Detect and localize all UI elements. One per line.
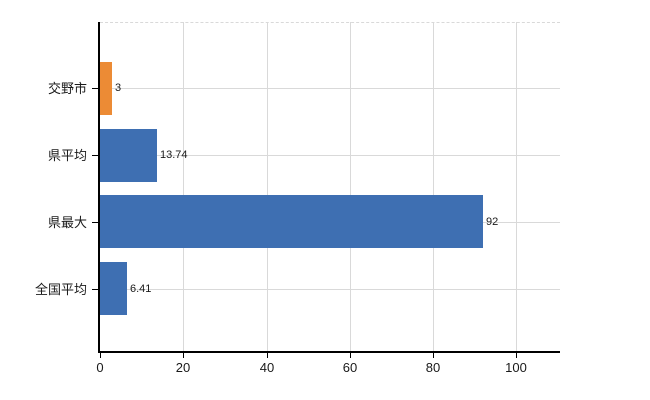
bar-value-label: 13.74 bbox=[160, 149, 188, 161]
category-label: 全国平均 bbox=[34, 282, 87, 297]
x-tick-label: 0 bbox=[96, 360, 104, 375]
x-tick-mark bbox=[100, 353, 101, 358]
category-label: 交野市 bbox=[47, 81, 87, 96]
y-tick-mark bbox=[92, 289, 98, 290]
gridline-horizontal bbox=[100, 88, 560, 89]
x-tick-label: 100 bbox=[505, 360, 527, 375]
y-tick-mark bbox=[92, 88, 98, 89]
y-tick-mark bbox=[92, 155, 98, 156]
x-tick-label: 20 bbox=[175, 360, 191, 375]
gridline-vertical bbox=[516, 22, 518, 352]
gridline-vertical bbox=[433, 22, 435, 352]
plot-top-border bbox=[100, 22, 560, 23]
x-tick-label: 60 bbox=[342, 360, 358, 375]
y-tick-mark bbox=[92, 222, 98, 223]
x-tick-mark bbox=[433, 353, 434, 358]
bar-value-label: 6.41 bbox=[130, 283, 152, 295]
gridline-vertical bbox=[183, 22, 185, 352]
gridline-vertical bbox=[349, 22, 351, 352]
bar-value-label: 3 bbox=[115, 82, 122, 94]
gridline-horizontal bbox=[100, 155, 560, 156]
bar bbox=[100, 262, 127, 315]
x-tick-mark bbox=[183, 353, 184, 358]
y-axis-line bbox=[98, 22, 100, 352]
x-tick-label: 40 bbox=[259, 360, 275, 375]
bar-value-label: 92 bbox=[486, 216, 499, 228]
bar bbox=[100, 129, 157, 182]
category-label: 県平均 bbox=[47, 148, 87, 163]
category-label: 県最大 bbox=[47, 215, 87, 230]
x-tick-mark bbox=[350, 353, 351, 358]
x-tick-mark bbox=[267, 353, 268, 358]
bar bbox=[100, 195, 483, 248]
bar bbox=[100, 62, 112, 115]
x-tick-label: 80 bbox=[425, 360, 441, 375]
x-axis-line bbox=[98, 351, 560, 353]
gridline-vertical bbox=[266, 22, 268, 352]
gridline-horizontal bbox=[100, 289, 560, 290]
x-tick-mark bbox=[516, 353, 517, 358]
